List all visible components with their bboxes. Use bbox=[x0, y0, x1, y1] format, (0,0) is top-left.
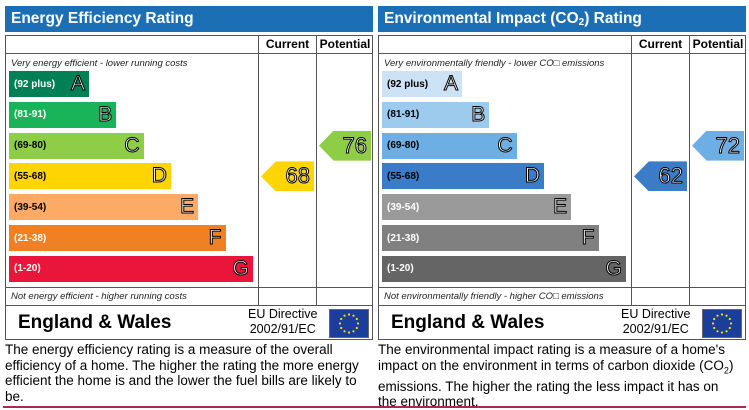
environment-band-e: (39-54) E bbox=[382, 194, 572, 221]
energy-potential-value: 76 bbox=[342, 132, 368, 158]
environment-current-rating-arrow: 62 bbox=[634, 161, 687, 192]
environment-band-d: (55-68) D bbox=[382, 163, 544, 190]
environment-band-letter: D bbox=[524, 164, 540, 188]
environment-band-range: (39-54) bbox=[387, 201, 420, 213]
environment-bottom-note: Not environmentally friendly - higher CO… bbox=[384, 291, 604, 302]
energy-region-label: England & Wales bbox=[18, 312, 172, 333]
energy-current-header: Current bbox=[265, 37, 310, 51]
environment-potential-header: Potential bbox=[692, 37, 744, 51]
energy-band-letter: A bbox=[70, 72, 85, 96]
environment-band-range: (69-80) bbox=[387, 140, 420, 152]
eu-flag-icon bbox=[702, 309, 742, 338]
energy-band-range: (55-68) bbox=[14, 170, 47, 182]
environment-band-letter: A bbox=[443, 72, 458, 96]
energy-band-letter: C bbox=[124, 133, 140, 157]
environment-band-g: (1-20) G bbox=[382, 255, 626, 282]
environment-band-b: (81-91) B bbox=[382, 101, 490, 128]
energy-chart-box: Current Potential Very energy efficient … bbox=[5, 35, 373, 306]
energy-potential-header: Potential bbox=[319, 37, 371, 51]
energy-current-value: 68 bbox=[285, 163, 311, 189]
environment-description-post: ) emissions. The higher the rating the l… bbox=[378, 357, 734, 410]
energy-description: The energy efficiency rating is a measur… bbox=[5, 342, 359, 404]
environment-chart-box: Current Potential Very environmentally f… bbox=[378, 35, 746, 306]
environment-band-range: (92 plus) bbox=[387, 78, 429, 90]
energy-band-range: (69-80) bbox=[14, 140, 47, 152]
environment-panel-title: Environmental Impact (CO2) Rating bbox=[378, 6, 746, 32]
energy-bottom-note: Not energy efficient - higher running co… bbox=[11, 291, 187, 302]
environment-directive-line1: EU Directive bbox=[621, 307, 691, 321]
energy-band-range: (81-91) bbox=[14, 109, 47, 121]
environment-footer: England & Wales EU Directive 2002/91/EC bbox=[378, 306, 746, 340]
environment-region-label: England & Wales bbox=[391, 312, 545, 333]
energy-band-g: (1-20) G bbox=[9, 255, 253, 282]
energy-band-letter: D bbox=[151, 164, 167, 188]
environment-potential-rating-arrow: 72 bbox=[692, 130, 744, 161]
energy-directive-line2: 2002/91/EC bbox=[249, 322, 316, 336]
energy-top-note: Very energy efficient - lower running co… bbox=[11, 58, 188, 69]
energy-eu-directive: EU Directive 2002/91/EC bbox=[248, 307, 317, 337]
energy-directive-line1: EU Directive bbox=[248, 307, 318, 321]
energy-band-a: (92 plus) A bbox=[9, 71, 89, 97]
environment-band-range: (21-38) bbox=[387, 232, 420, 244]
environment-top-note: Very environmentally friendly - lower CO… bbox=[384, 58, 605, 69]
energy-band-d: (55-68) D bbox=[9, 163, 171, 190]
environment-band-range: (55-68) bbox=[387, 170, 420, 182]
environment-description: The environmental impact rating is a mea… bbox=[378, 342, 740, 410]
energy-band-letter: B bbox=[98, 102, 113, 126]
environment-title-post: ) Rating bbox=[584, 10, 642, 27]
environment-potential-value: 72 bbox=[715, 132, 741, 158]
energy-band-letter: G bbox=[232, 256, 249, 280]
environment-band-letter: C bbox=[497, 133, 513, 157]
bottom-divider bbox=[3, 406, 746, 408]
environment-band-letter: G bbox=[605, 256, 622, 280]
energy-current-rating-arrow: 68 bbox=[261, 161, 314, 192]
environment-band-letter: B bbox=[471, 102, 486, 126]
energy-footer: England & Wales EU Directive 2002/91/EC bbox=[5, 306, 373, 340]
energy-band-b: (81-91) B bbox=[9, 101, 117, 128]
environment-band-letter: F bbox=[581, 226, 595, 250]
environmental-impact-panel: Environmental Impact (CO2) Rating Curren… bbox=[378, 6, 746, 410]
energy-band-f: (21-38) F bbox=[9, 225, 226, 251]
energy-band-range: (39-54) bbox=[14, 201, 47, 213]
environment-current-value: 62 bbox=[658, 163, 684, 189]
environment-description-pre: The environmental impact rating is a mea… bbox=[378, 342, 725, 373]
environment-eu-directive: EU Directive 2002/91/EC bbox=[621, 307, 690, 337]
environment-title-sub: 2 bbox=[578, 17, 585, 28]
environment-current-header: Current bbox=[638, 37, 683, 51]
eu-flag-icon bbox=[329, 309, 369, 338]
energy-band-range: (1-20) bbox=[14, 263, 41, 275]
environment-band-range: (1-20) bbox=[387, 263, 414, 275]
energy-band-c: (69-80) C bbox=[9, 132, 144, 159]
environment-directive-line2: 2002/91/EC bbox=[622, 322, 689, 336]
energy-efficiency-panel: Energy Efficiency Rating Current Potenti… bbox=[5, 6, 373, 404]
energy-band-e: (39-54) E bbox=[9, 194, 199, 221]
energy-potential-rating-arrow: 76 bbox=[319, 130, 371, 161]
environment-band-a: (92 plus) A bbox=[382, 71, 462, 97]
energy-band-range: (92 plus) bbox=[14, 78, 56, 90]
energy-band-letter: F bbox=[208, 226, 222, 250]
energy-band-range: (21-38) bbox=[14, 232, 47, 244]
environment-title-pre: Environmental Impact (CO bbox=[384, 10, 579, 27]
energy-band-letter: E bbox=[180, 195, 195, 219]
environment-band-range: (81-91) bbox=[387, 109, 420, 121]
environment-band-letter: E bbox=[553, 195, 568, 219]
environment-band-f: (21-38) F bbox=[382, 225, 599, 251]
energy-panel-title: Energy Efficiency Rating bbox=[5, 6, 373, 32]
environment-band-c: (69-80) C bbox=[382, 132, 517, 159]
environment-description-sub: 2 bbox=[723, 365, 729, 376]
